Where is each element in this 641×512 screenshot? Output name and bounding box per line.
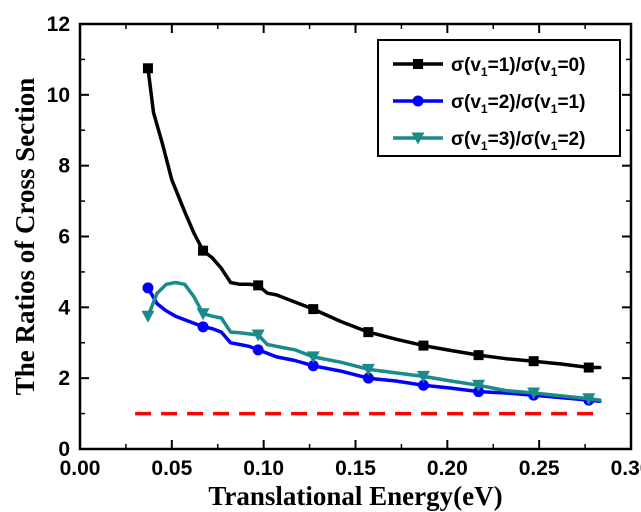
x-tick-label: 0.20: [427, 457, 468, 480]
legend-label-part: 1: [551, 65, 558, 79]
series-2-point: [362, 372, 374, 384]
x-tick-label: 0.25: [519, 457, 560, 480]
series-3-point: [582, 393, 596, 406]
series-1-point: [142, 63, 153, 74]
series-line-3: [146, 280, 602, 402]
legend-label-part: σ(v: [451, 129, 481, 150]
series-1-point: [528, 356, 539, 367]
series-2-point: [307, 360, 319, 372]
x-axis-title: Translational Energy(eV): [208, 481, 502, 511]
series-1-point: [198, 245, 209, 256]
x-tick-label: 0.10: [243, 457, 284, 480]
legend-label-part: =3)/σ(v: [488, 129, 552, 150]
series-3-point: [196, 308, 210, 321]
y-tick-label: 0: [58, 438, 70, 461]
x-tick-label: 0.00: [60, 457, 101, 480]
series-3-point: [472, 379, 486, 392]
legend-label-part: 1: [551, 139, 558, 153]
series-3-point: [527, 387, 541, 400]
series-1-point: [363, 327, 374, 338]
series-2-point: [417, 379, 429, 391]
series-2-point: [197, 321, 209, 333]
legend-label-3: σ(v1=3)/σ(v1=2): [451, 129, 585, 153]
legend-label-part: =0): [557, 55, 585, 76]
axis-ticks: [79, 23, 632, 450]
legend-label-part: σ(v: [451, 55, 481, 76]
y-axis-title: The Ratios of Cross Section: [10, 78, 40, 396]
y-tick-label: 12: [47, 13, 70, 36]
series-1-point: [583, 362, 594, 373]
legend-label-part: σ(v: [451, 92, 481, 113]
series-3-point: [416, 370, 430, 383]
legend: σ(v1=1)/σ(v1=0)σ(v1=2)/σ(v1=1)σ(v1=3)/σ(…: [377, 39, 621, 157]
series-3-point: [306, 351, 320, 364]
legend-label-part: =1)/σ(v: [488, 55, 552, 76]
plot-content: [135, 63, 602, 416]
legend-marker-1: [413, 59, 423, 69]
series-line-1: [146, 66, 602, 370]
legend-marker-3: [411, 132, 425, 145]
series-line-2: [146, 286, 602, 403]
legend-label-part: 1: [551, 102, 558, 116]
series-3-point: [141, 310, 155, 323]
x-tick-label: 0.15: [335, 457, 376, 480]
series-1-point: [418, 340, 429, 351]
series-2-point: [142, 282, 154, 294]
y-tick-label: 8: [58, 155, 70, 178]
legend-marker-2: [412, 95, 424, 107]
series-3-point: [361, 363, 375, 376]
legend-label-part: 1: [481, 139, 488, 153]
legend-label-1: σ(v1=1)/σ(v1=0): [451, 55, 585, 79]
y-tick-label: 2: [58, 367, 70, 390]
series-3-point: [251, 329, 265, 342]
legend-label-part: =1): [557, 92, 585, 113]
x-tick-label: 0.30: [611, 457, 641, 480]
y-tick-label: 6: [58, 226, 70, 249]
legend-label-part: 1: [481, 102, 488, 116]
series-1-point: [253, 280, 264, 291]
legend-label-2: σ(v1=2)/σ(v1=1): [451, 92, 585, 116]
x-tick-label: 0.05: [151, 457, 192, 480]
series-2-point: [252, 344, 264, 356]
legend-label-part: =2): [557, 129, 585, 150]
y-tick-label: 4: [58, 296, 70, 319]
series-1-point: [308, 304, 319, 315]
legend-label-part: =2)/σ(v: [488, 92, 552, 113]
y-tick-label: 10: [47, 84, 70, 107]
series-1-point: [473, 350, 484, 361]
axis-tick-labels: 0.00 0.05 0.10 0.15 0.20 0.25 0.30 0 2 4 6 8 10 12: [47, 13, 641, 480]
legend-label-part: 1: [481, 65, 488, 79]
